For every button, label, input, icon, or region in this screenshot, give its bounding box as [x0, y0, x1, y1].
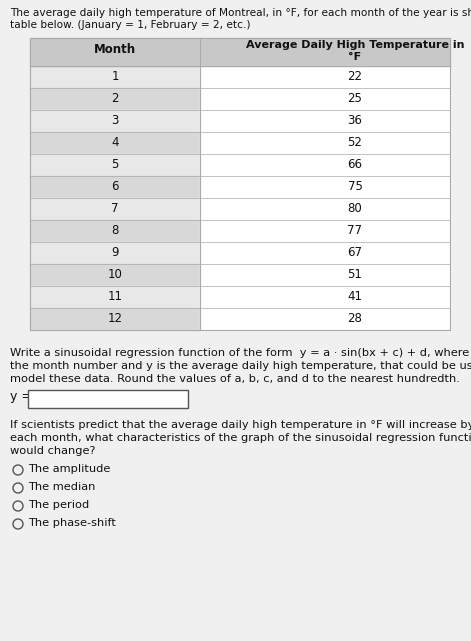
- Bar: [200, 66, 450, 88]
- Bar: [30, 176, 200, 198]
- Bar: [30, 264, 200, 286]
- Text: 25: 25: [348, 92, 363, 105]
- Bar: [200, 110, 450, 132]
- Bar: [30, 132, 200, 154]
- Text: 2: 2: [111, 92, 119, 105]
- Bar: [200, 308, 450, 330]
- Text: Write a sinusoidal regression function of the form  y = a · sin(bx + c) + d, whe: Write a sinusoidal regression function o…: [10, 348, 471, 358]
- Text: The period: The period: [28, 500, 89, 510]
- Bar: [200, 286, 450, 308]
- Bar: [200, 264, 450, 286]
- Text: 36: 36: [348, 114, 363, 127]
- Bar: [200, 154, 450, 176]
- Text: would change?: would change?: [10, 446, 96, 456]
- Text: 22: 22: [348, 70, 363, 83]
- Bar: [30, 110, 200, 132]
- Text: The median: The median: [28, 482, 95, 492]
- Text: 10: 10: [107, 268, 122, 281]
- Text: 12: 12: [107, 312, 122, 325]
- Bar: [200, 176, 450, 198]
- Text: The phase-shift: The phase-shift: [28, 518, 116, 528]
- Text: Month: Month: [94, 43, 136, 56]
- Text: 52: 52: [348, 136, 363, 149]
- Bar: [30, 286, 200, 308]
- Text: the month number and y is the average daily high temperature, that could be used: the month number and y is the average da…: [10, 361, 471, 371]
- Bar: [200, 88, 450, 110]
- Text: 28: 28: [348, 312, 363, 325]
- Text: 8: 8: [111, 224, 119, 237]
- Text: If scientists predict that the average daily high temperature in °F will increas: If scientists predict that the average d…: [10, 420, 471, 430]
- Text: 4: 4: [111, 136, 119, 149]
- Text: 11: 11: [107, 290, 122, 303]
- Bar: [28, 390, 188, 408]
- Bar: [30, 38, 450, 66]
- Text: 51: 51: [348, 268, 363, 281]
- Text: 80: 80: [348, 202, 362, 215]
- Bar: [30, 198, 200, 220]
- Text: Average Daily High Temperature in: Average Daily High Temperature in: [246, 40, 464, 50]
- Text: °F: °F: [349, 52, 362, 62]
- Text: 41: 41: [348, 290, 363, 303]
- Bar: [30, 154, 200, 176]
- Bar: [30, 242, 200, 264]
- Text: model these data. Round the values of a, b, c, and d to the nearest hundredth.: model these data. Round the values of a,…: [10, 374, 460, 384]
- Bar: [200, 220, 450, 242]
- Bar: [30, 88, 200, 110]
- Text: The average daily high temperature of Montreal, in °F, for each month of the yea: The average daily high temperature of Mo…: [10, 8, 471, 18]
- Text: 1: 1: [111, 70, 119, 83]
- Bar: [30, 38, 450, 330]
- Text: 66: 66: [348, 158, 363, 171]
- Text: The amplitude: The amplitude: [28, 464, 110, 474]
- Bar: [200, 198, 450, 220]
- Text: 7: 7: [111, 202, 119, 215]
- Bar: [200, 242, 450, 264]
- Text: y =: y =: [10, 390, 36, 403]
- Text: 5: 5: [111, 158, 119, 171]
- Text: table below. (January = 1, February = 2, etc.): table below. (January = 1, February = 2,…: [10, 20, 251, 30]
- Bar: [200, 132, 450, 154]
- Text: 75: 75: [348, 180, 363, 193]
- Text: 3: 3: [111, 114, 119, 127]
- Text: 67: 67: [348, 246, 363, 259]
- Text: 77: 77: [348, 224, 363, 237]
- Bar: [30, 66, 200, 88]
- Bar: [30, 308, 200, 330]
- Bar: [30, 220, 200, 242]
- Text: 9: 9: [111, 246, 119, 259]
- Text: 6: 6: [111, 180, 119, 193]
- Text: each month, what characteristics of the graph of the sinusoidal regression funct: each month, what characteristics of the …: [10, 433, 471, 443]
